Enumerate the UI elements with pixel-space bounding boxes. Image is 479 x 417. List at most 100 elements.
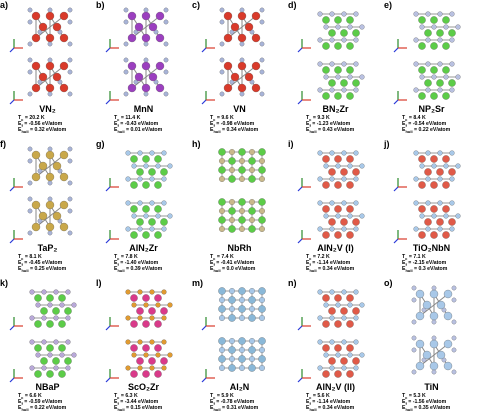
atom-heavy	[322, 344, 330, 352]
atom-light	[329, 176, 335, 182]
atom-light	[353, 150, 359, 156]
atom-heavy	[334, 205, 342, 213]
property-eh: Ehull = 0.25 eV/atom	[18, 266, 66, 273]
atom-light	[155, 302, 161, 308]
atom-light	[149, 339, 155, 345]
atom-light	[71, 302, 77, 308]
atom-light	[411, 335, 417, 341]
atom-heavy	[346, 92, 354, 100]
property-eh: Ehull = 0.39 eV/atom	[114, 266, 162, 273]
atom-heavy	[443, 311, 453, 321]
atom	[238, 337, 246, 345]
atom	[218, 287, 226, 295]
atom-heavy	[142, 344, 150, 352]
atom-light	[67, 208, 73, 214]
axes-icon	[9, 178, 23, 192]
equals-sign: =	[28, 266, 35, 273]
symbol-subscript: f	[213, 262, 215, 268]
atom-heavy	[142, 370, 150, 378]
panel-label: l)	[96, 278, 102, 288]
equals-sign: =	[23, 115, 30, 121]
atom-light	[59, 352, 65, 358]
atom-light	[137, 150, 143, 156]
atom-light	[341, 61, 347, 67]
atom-heavy	[251, 33, 261, 43]
atom	[239, 208, 245, 214]
property-tc: Tc = 6.3 K	[114, 393, 162, 400]
atom-light	[137, 365, 143, 371]
atom	[248, 225, 256, 233]
atom-light	[413, 176, 419, 182]
atom-heavy	[134, 22, 144, 32]
property-value: 7.4 K	[221, 254, 234, 260]
equals-sign: =	[311, 254, 318, 260]
atom-heavy	[442, 92, 450, 100]
atom-heavy	[130, 294, 138, 302]
atom-light	[329, 61, 335, 67]
symbol: E	[306, 405, 310, 412]
atom-light	[125, 200, 131, 206]
property-ef: Ef = -0.54 eV/atom	[402, 121, 450, 128]
property-eh: Ehull = 0.0 eV/atom	[210, 266, 255, 273]
property-tc: Tc = 8.1 K	[18, 254, 66, 261]
atom-heavy	[436, 350, 446, 360]
crystal-structure	[9, 7, 73, 105]
atom-heavy	[38, 211, 48, 221]
equals-sign: =	[407, 393, 414, 399]
symbol-subscript: c	[405, 117, 408, 123]
equals-sign: =	[407, 254, 414, 260]
material-name: Al₂N	[229, 382, 250, 392]
atom-light	[425, 200, 431, 206]
atom-heavy	[448, 29, 456, 37]
atom-heavy	[334, 66, 342, 74]
atom-light	[335, 302, 341, 308]
atom-heavy	[58, 370, 66, 378]
atom-light	[317, 315, 323, 321]
axes-icon	[9, 230, 23, 244]
material-name: AlN₂Zr	[129, 243, 158, 253]
atom-heavy	[418, 181, 426, 189]
panel-label: n)	[288, 278, 297, 288]
atom	[259, 226, 265, 232]
property-eh: Ehull = 0.34 eV/atom	[306, 266, 354, 273]
atom-light	[67, 57, 73, 63]
panel-d: d) BN₂Zr Tc = 9.3 K Ef = -1.23 eV/atom Ehull…	[288, 0, 383, 139]
atom-heavy	[142, 294, 150, 302]
atom-light	[143, 91, 149, 97]
symbol: E	[114, 405, 118, 412]
property-list: Tc = 6.3 K Ef = -3.44 eV/atom Ehull = 0.15…	[114, 393, 162, 412]
atom-light	[335, 352, 341, 358]
atom-heavy	[328, 307, 336, 315]
symbol: E	[114, 399, 118, 406]
property-list: Tc = 8.1 K Ef = -0.45 eV/atom Ehull = 0.25…	[18, 254, 66, 273]
atom-light	[259, 41, 265, 47]
atom-heavy	[141, 83, 151, 93]
atom-heavy	[31, 61, 41, 71]
atom-light	[329, 11, 335, 17]
atom-light	[341, 11, 347, 17]
atom-heavy	[328, 218, 336, 226]
atom-light	[317, 226, 323, 232]
property-tc: Tc = 7.8 K	[114, 254, 162, 261]
symbol: T	[402, 254, 406, 260]
panel-label: c)	[192, 0, 201, 10]
atom-light	[449, 150, 455, 156]
property-value: 11.4 K	[125, 115, 141, 121]
atom-light	[431, 369, 437, 375]
symbol: E	[210, 399, 214, 406]
equals-sign: =	[124, 405, 131, 412]
atom-light	[329, 150, 335, 156]
crystal-structure	[297, 289, 365, 383]
panel-label: h)	[192, 139, 201, 149]
axes-icon	[393, 91, 407, 105]
atom-light	[347, 213, 353, 219]
material-name: TaP₂	[37, 243, 58, 253]
atom-light	[413, 87, 419, 93]
property-list: Tc = 20.2 K Ef = -0.56 eV/atom Ehull = 0.3…	[18, 115, 66, 134]
atom-heavy	[45, 172, 55, 182]
atom-heavy	[237, 61, 247, 71]
symbol: T	[306, 393, 310, 399]
atom-light	[329, 37, 335, 43]
atom-heavy	[142, 320, 150, 328]
symbol-subscript: hull	[21, 129, 29, 135]
